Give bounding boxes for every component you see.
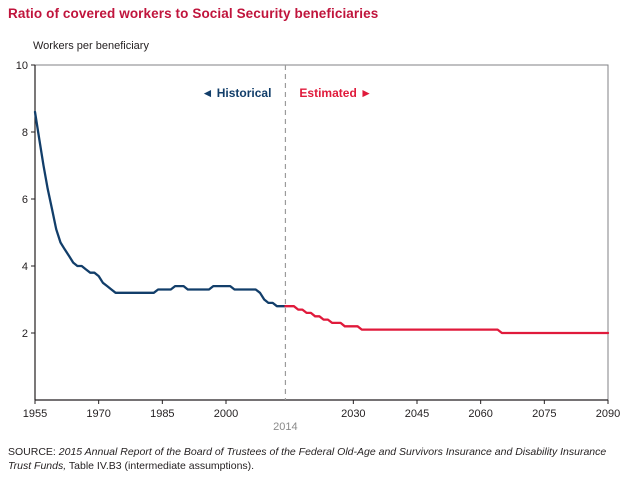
x-tick-label: 2060 <box>468 408 492 420</box>
x-tick-label: 1970 <box>86 408 110 420</box>
chart-title: Ratio of covered workers to Social Secur… <box>8 6 379 21</box>
series-historical <box>33 110 287 308</box>
x-tick-label: 2045 <box>405 408 429 420</box>
annotation-estimated: Estimated ► <box>299 86 372 100</box>
y-tick-label: 4 <box>22 261 28 273</box>
plot-frame <box>34 64 609 401</box>
y-axis-title: Workers per beneficiary <box>33 40 149 52</box>
series-estimated <box>284 305 610 335</box>
x-tick-label: 1985 <box>150 408 174 420</box>
y-tick-label: 10 <box>16 60 28 72</box>
divider-year-label: 2014 <box>273 421 297 433</box>
x-tick-label: 1955 <box>23 408 47 420</box>
y-tick-label: 2 <box>22 328 28 340</box>
x-tick-label: 2030 <box>341 408 365 420</box>
source-suffix: Table IV.B3 (intermediate assumptions). <box>66 459 255 472</box>
x-tick-label: 2090 <box>596 408 620 420</box>
x-tick-label: 2075 <box>532 408 556 420</box>
y-tick-label: 8 <box>22 127 28 139</box>
source-prefix: SOURCE: <box>8 446 59 458</box>
x-tick-label: 2000 <box>214 408 238 420</box>
source-note: SOURCE: 2015 Annual Report of the Board … <box>8 446 626 473</box>
annotation-historical: ◄ Historical <box>202 86 272 100</box>
y-tick-label: 6 <box>22 194 28 206</box>
source-report-title: 2015 Annual Report of the Board of Trust… <box>8 446 607 472</box>
